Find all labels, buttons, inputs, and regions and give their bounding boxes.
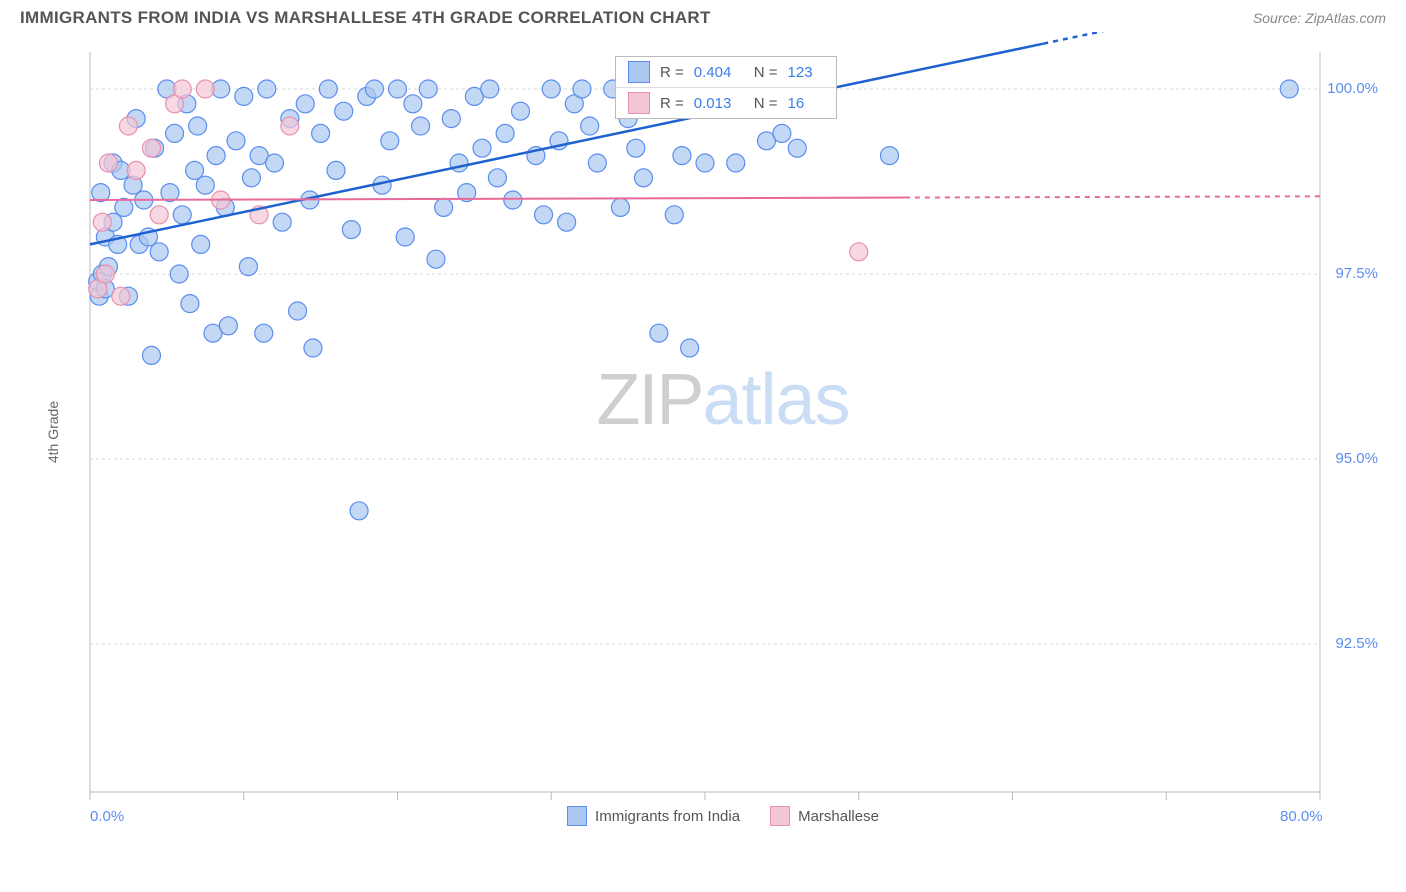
stats-n-value: 16	[788, 95, 824, 112]
chart-source: Source: ZipAtlas.com	[1253, 10, 1386, 26]
stats-n-label: N =	[754, 95, 778, 112]
chart-header: IMMIGRANTS FROM INDIA VS MARSHALLESE 4TH…	[0, 0, 1406, 32]
y-tick-label: 97.5%	[1335, 265, 1378, 282]
stats-swatch	[628, 61, 650, 83]
stats-n-value: 123	[788, 64, 824, 81]
legend-item-marshallese: Marshallese	[770, 806, 879, 826]
legend-swatch-india	[567, 806, 587, 826]
legend-label-india: Immigrants from India	[595, 808, 740, 825]
stats-swatch	[628, 92, 650, 114]
y-axis-label: 4th Grade	[45, 401, 61, 463]
stats-n-label: N =	[754, 64, 778, 81]
y-tick-label: 92.5%	[1335, 635, 1378, 652]
legend-swatch-marshallese	[770, 806, 790, 826]
stats-r-label: R =	[660, 95, 684, 112]
bottom-legend: Immigrants from India Marshallese	[60, 806, 1386, 826]
scatter-chart	[60, 32, 1386, 832]
chart-container: 4th Grade ZIPatlas R =0.404N =123R =0.01…	[60, 32, 1386, 832]
stats-row: R = 0.404 N = 123	[616, 57, 836, 88]
legend-label-marshallese: Marshallese	[798, 808, 879, 825]
legend-item-india: Immigrants from India	[567, 806, 740, 826]
chart-title: IMMIGRANTS FROM INDIA VS MARSHALLESE 4TH…	[20, 8, 711, 28]
stats-r-value: 0.404	[694, 64, 744, 81]
stats-legend: R = 0.404 N = 123 R = 0.013 N = 16	[615, 56, 837, 119]
y-tick-label: 100.0%	[1327, 80, 1378, 97]
stats-r-label: R =	[660, 64, 684, 81]
stats-row: R = 0.013 N = 16	[616, 88, 836, 118]
y-tick-label: 95.0%	[1335, 450, 1378, 467]
stats-r-value: 0.013	[694, 95, 744, 112]
